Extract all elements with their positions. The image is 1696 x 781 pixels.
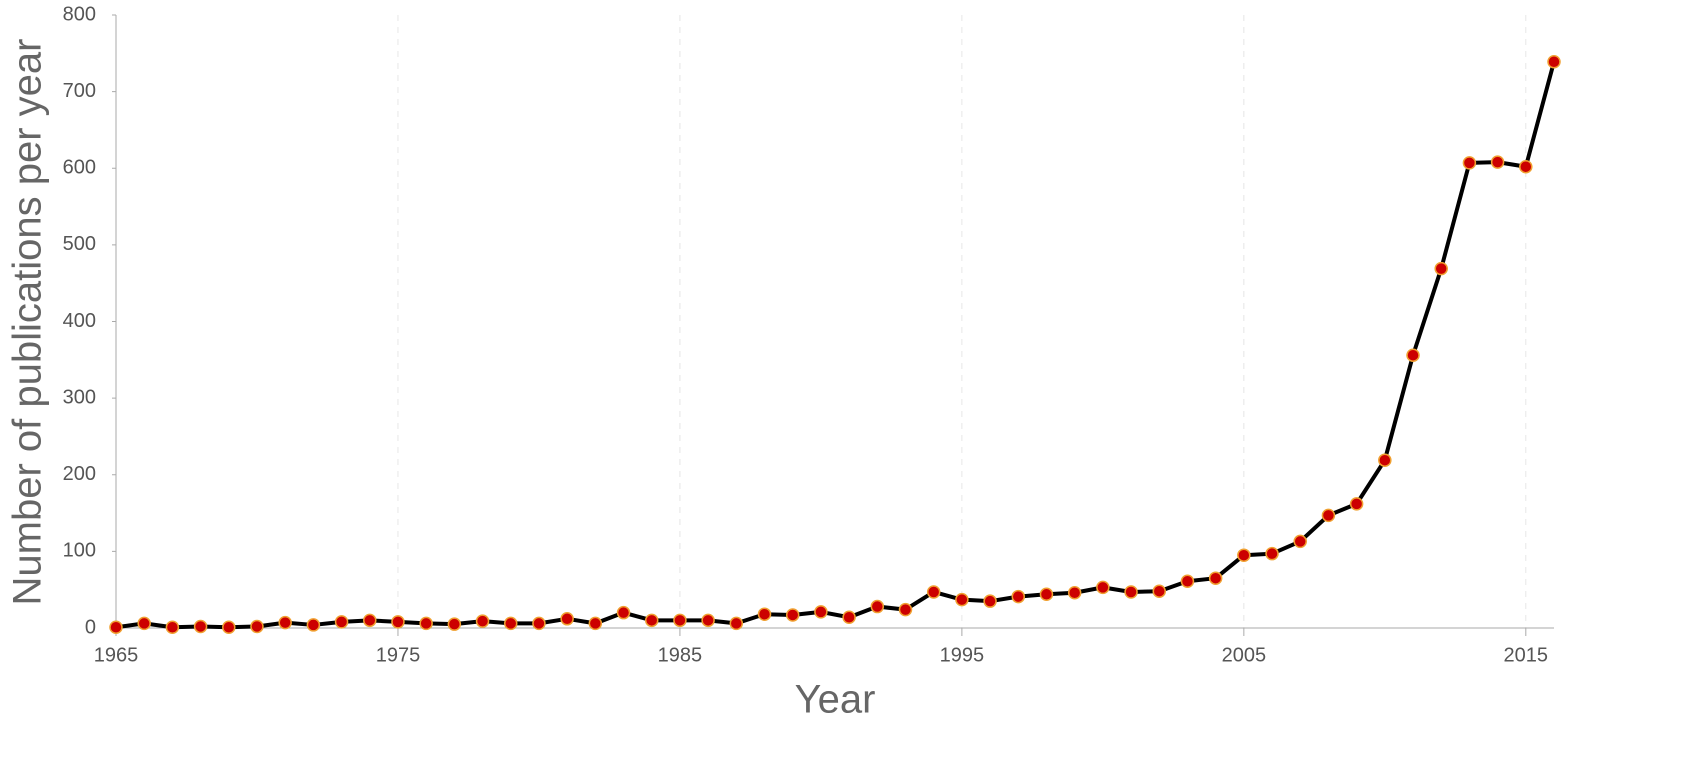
- y-tick-label: 500: [63, 233, 96, 255]
- data-point: [1434, 261, 1448, 276]
- data-point: [926, 585, 941, 599]
- data-point: [1208, 571, 1223, 585]
- data-point: [1011, 589, 1026, 604]
- y-tick-label: 0: [85, 616, 96, 638]
- x-tick-label: 1965: [94, 644, 139, 666]
- data-point: [334, 615, 349, 629]
- y-tick-label: 700: [63, 80, 96, 102]
- data-point: [278, 615, 292, 630]
- y-axis-title: Number of publications per year: [6, 39, 50, 606]
- y-tick-label: 600: [63, 157, 96, 179]
- data-point: [475, 614, 490, 628]
- data-point: [1519, 159, 1533, 174]
- y-tick-label: 800: [63, 3, 96, 25]
- data-point: [701, 613, 715, 628]
- data-point: [673, 613, 687, 628]
- data-point: [447, 617, 462, 631]
- data-point: [1124, 585, 1138, 599]
- data-point: [419, 616, 433, 631]
- x-tick-label: 2005: [1222, 644, 1267, 666]
- y-tick-label: 300: [63, 386, 96, 408]
- x-tick-label: 1985: [658, 644, 703, 666]
- data-point: [729, 616, 744, 631]
- data-point: [644, 613, 659, 628]
- data-point: [842, 610, 856, 625]
- data-point: [757, 607, 772, 621]
- data-point: [532, 616, 546, 631]
- data-point: [1406, 348, 1420, 362]
- data-point: [785, 608, 800, 622]
- series-line: [115, 61, 1556, 630]
- data-point: [1265, 546, 1279, 561]
- data-point: [1547, 54, 1561, 69]
- data-point: [137, 616, 151, 631]
- data-point: [193, 619, 208, 634]
- y-tick-label: 100: [63, 540, 96, 562]
- data-point: [955, 592, 969, 607]
- data-point: [616, 605, 631, 620]
- data-point: [222, 620, 236, 634]
- data-point: [870, 599, 885, 614]
- y-tick-label: 400: [63, 310, 96, 332]
- data-point: [306, 618, 321, 632]
- data-point: [363, 613, 377, 628]
- x-axis-title: Year: [795, 678, 876, 722]
- data-point: [1490, 155, 1505, 169]
- data-point: [1349, 497, 1364, 511]
- data-point: [1321, 508, 1336, 523]
- data-point: [1462, 156, 1477, 170]
- data-point: [898, 602, 913, 617]
- data-point: [983, 594, 997, 608]
- data-point: [165, 620, 180, 634]
- data-point: [1293, 534, 1307, 549]
- x-tick-label: 1995: [940, 644, 985, 666]
- x-tick-label: 1975: [376, 644, 421, 666]
- data-point: [109, 620, 123, 634]
- data-point: [1067, 586, 1082, 600]
- data-point: [1152, 584, 1167, 598]
- y-tick-label: 200: [63, 463, 96, 485]
- x-tick-label: 2015: [1504, 644, 1549, 666]
- data-point: [1378, 453, 1392, 467]
- data-point: [1237, 548, 1251, 562]
- data-point: [503, 616, 518, 631]
- data-point: [1180, 574, 1195, 589]
- data-point: [588, 616, 603, 631]
- data-point: [391, 615, 405, 629]
- data-point: [560, 612, 574, 626]
- data-point: [814, 605, 828, 619]
- data-point: [1039, 587, 1054, 602]
- data-point: [250, 619, 264, 634]
- data-point: [1096, 580, 1110, 595]
